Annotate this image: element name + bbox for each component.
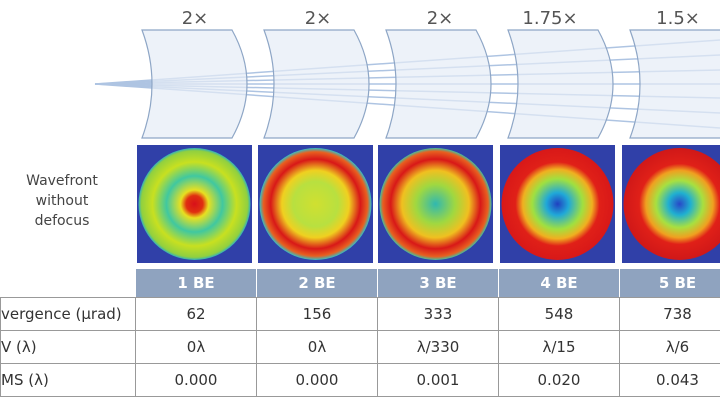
table-cell: 0λ <box>256 330 378 364</box>
header-cell: 5 BE <box>619 268 720 298</box>
lenses <box>141 29 720 139</box>
magnification: 1.75× <box>522 8 577 29</box>
table-cell: λ/15 <box>498 330 620 364</box>
table-row: V (λ) 0λ 0λ λ/330 λ/15 λ/6 <box>0 330 720 364</box>
magnification: 1.5× <box>656 8 700 29</box>
figure: 2× 2× 2× 1.75× 1.5× Wavefront without de… <box>26 8 720 263</box>
table-cell: 0.043 <box>619 363 720 397</box>
header-cell: 4 BE <box>498 268 620 298</box>
header-cell: 1 BE <box>135 268 257 298</box>
wavefront-label: without <box>36 193 89 209</box>
wavefronts <box>137 145 720 263</box>
table-cell: 0.000 <box>256 363 378 397</box>
header-blank <box>0 268 136 298</box>
header-cell: 2 BE <box>256 268 378 298</box>
table-cell: 0.020 <box>498 363 620 397</box>
table-cell: 738 <box>619 297 720 331</box>
table-cell: λ/6 <box>619 330 720 364</box>
row-label: MS (λ) <box>0 363 136 397</box>
table-cell: λ/330 <box>377 330 499 364</box>
header-row: 1 BE 2 BE 3 BE 4 BE 5 BE <box>0 268 720 298</box>
magnification: 2× <box>182 8 209 29</box>
row-label: V (λ) <box>0 330 136 364</box>
table-cell: 0.000 <box>135 363 257 397</box>
wavefront-label: defocus <box>35 213 90 229</box>
table-cell: 0.001 <box>377 363 499 397</box>
magnification: 2× <box>305 8 332 29</box>
table-row: vergence (μrad) 62 156 333 548 738 <box>0 297 720 331</box>
table-cell: 156 <box>256 297 378 331</box>
table-cell: 548 <box>498 297 620 331</box>
results-table: 1 BE 2 BE 3 BE 4 BE 5 BE vergence (μrad) 62 156… <box>0 268 720 397</box>
table-cell: 0λ <box>135 330 257 364</box>
table-row: MS (λ) 0.000 0.000 0.001 0.020 0.043 <box>0 363 720 397</box>
table-cell: 333 <box>377 297 499 331</box>
row-label: vergence (μrad) <box>0 297 136 331</box>
wavefront-label: Wavefront <box>26 173 98 189</box>
table-cell: 62 <box>135 297 257 331</box>
header-cell: 3 BE <box>377 268 499 298</box>
magnification: 2× <box>427 8 454 29</box>
